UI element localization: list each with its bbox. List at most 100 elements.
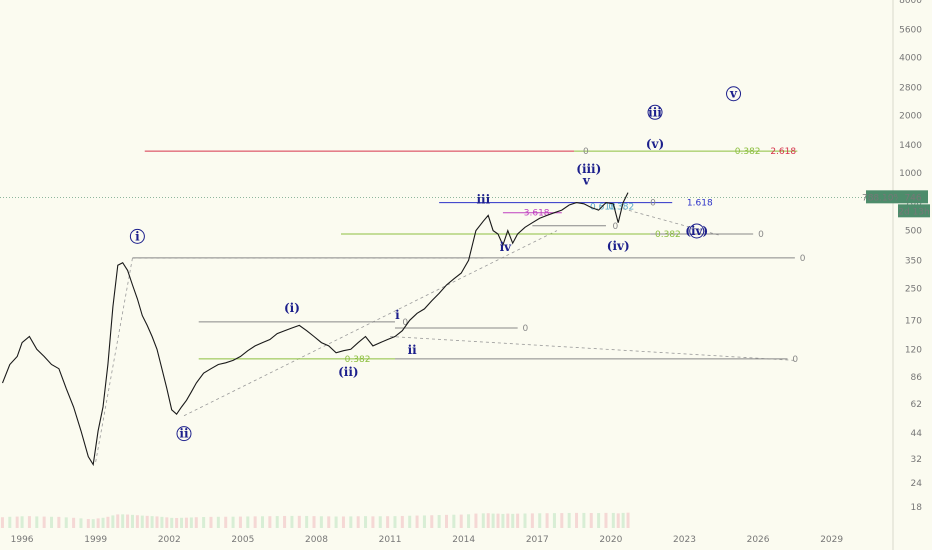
countdown-tag: [898, 204, 930, 218]
volume-bar: [180, 517, 184, 528]
current-price-tag: [866, 190, 898, 204]
fib-level-label: 1.618: [687, 199, 713, 209]
y-tick-label: 86: [911, 373, 923, 383]
volume-bar: [297, 515, 301, 528]
volume-bar: [126, 514, 130, 528]
volume-bar: [604, 512, 608, 528]
volume-bar: [246, 516, 250, 528]
volume-bar: [356, 516, 360, 528]
y-tick-label: 120: [905, 345, 922, 355]
volume-bar: [42, 516, 46, 528]
volume-bar: [8, 516, 12, 528]
wave-label: ii: [179, 427, 189, 441]
wave-label: (iii): [576, 162, 601, 176]
volume-bar: [626, 512, 630, 528]
fib-level-label: 3.618: [524, 209, 550, 219]
wave-label: ii: [408, 343, 418, 357]
volume-bar: [27, 516, 31, 528]
volume-bar: [202, 517, 206, 528]
volume-bar: [20, 516, 24, 528]
y-tick-label: 62: [911, 400, 922, 410]
volume-bar: [155, 516, 159, 528]
volume-bar: [393, 516, 397, 528]
volume-bar: [175, 517, 179, 528]
current-price-label: 788.10%: [862, 193, 902, 203]
x-tick-label: 1996: [11, 535, 34, 545]
fib-level-label: 0: [800, 254, 806, 264]
volume-bar: [290, 515, 294, 528]
price-line: [1, 192, 629, 467]
volume-bar: [371, 516, 375, 528]
fib-level-label: 0: [612, 222, 618, 232]
x-tick-label: 2014: [452, 535, 475, 545]
volume-bar: [511, 513, 515, 528]
wave-guide: [95, 257, 133, 462]
volume-bar: [64, 517, 68, 528]
volume-bar: [283, 515, 287, 528]
volume-bar: [538, 513, 542, 528]
fib-level-label: 0.382: [655, 230, 681, 240]
x-tick-label: 2017: [526, 535, 549, 545]
volume-bar: [79, 518, 83, 528]
wave-label: (iv): [685, 224, 708, 238]
wave-label-circle: [129, 228, 145, 244]
volume-bar: [189, 517, 193, 528]
volume-bar: [96, 518, 100, 528]
fib-level-label: 0.382: [608, 202, 634, 212]
wave-label: iv: [500, 240, 513, 254]
y-tick-label: 5600: [899, 26, 922, 36]
x-tick-label: 2023: [673, 535, 696, 545]
countdown-label: 2d 13h: [898, 207, 929, 217]
volume-bar: [437, 515, 441, 528]
volume-bar: [560, 513, 564, 528]
volume-bar: [209, 516, 213, 528]
volume-bar: [430, 515, 434, 528]
volume-bar: [15, 516, 19, 528]
volume-bar: [327, 516, 331, 528]
volume-bar: [238, 516, 242, 528]
volume-bar: [611, 512, 615, 528]
volume-bar: [145, 515, 149, 528]
fib-level-label: 0: [402, 318, 408, 328]
fib-level-label: 0.618: [590, 202, 616, 212]
fib-level-label: 0: [650, 199, 656, 209]
fib-level-label: 0: [792, 355, 798, 365]
volume-bar: [445, 514, 448, 528]
fib-level-label: 0: [583, 147, 589, 157]
volume-bar: [170, 517, 174, 528]
volume-bar: [91, 519, 95, 528]
volume-bar: [35, 516, 39, 528]
wave-guide: [390, 336, 795, 361]
volume-bar: [50, 516, 54, 528]
wave-label: v: [582, 174, 591, 188]
fib-level-label: 0.382: [345, 355, 371, 365]
wave-label: iii: [476, 193, 490, 207]
volume-bar: [224, 516, 228, 528]
volume-bar: [216, 516, 220, 528]
y-tick-label: 32: [911, 455, 922, 465]
volume-bar: [86, 519, 90, 528]
volume-bar: [545, 513, 549, 528]
volume-bar: [57, 516, 61, 528]
volume-bar: [501, 513, 505, 528]
volume-bar: [408, 515, 412, 528]
y-tick-label: 250: [905, 284, 922, 294]
wave-label: v: [729, 87, 738, 101]
fib-level-label: 2.618: [770, 147, 796, 157]
y-tick-label: 8000: [899, 0, 922, 6]
volume-bar: [72, 517, 76, 528]
fib-level-label: 0: [523, 324, 529, 334]
x-tick-label: 2020: [599, 535, 622, 545]
wave-label-circle: [176, 426, 192, 442]
volume-bar: [130, 514, 134, 528]
volume-bar: [491, 513, 495, 528]
x-tick-label: 2008: [305, 535, 328, 545]
volume-bar: [194, 517, 198, 528]
volume-bar: [312, 516, 316, 528]
volume-bar: [575, 512, 579, 528]
volume-bar: [378, 516, 382, 528]
volume-bar: [165, 517, 169, 528]
wave-label: iii: [648, 105, 662, 119]
